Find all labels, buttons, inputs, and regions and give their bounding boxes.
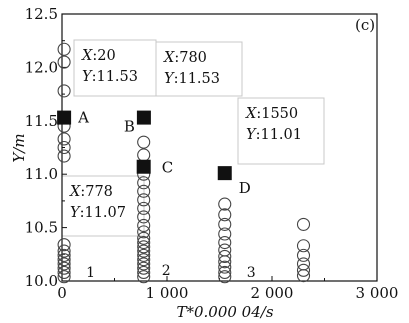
data-point-circle <box>218 208 232 222</box>
group-label: 2 <box>162 263 171 279</box>
panel-label: (c) <box>355 16 375 34</box>
annotation-box <box>237 97 325 165</box>
marked-point-square <box>57 110 72 125</box>
data-point-circle <box>296 263 311 277</box>
y-tick-label: 12.5 <box>25 5 58 23</box>
data-point-circle <box>296 269 311 283</box>
x-tick-label: 1 000 <box>146 284 189 302</box>
data-point-circle <box>137 218 151 233</box>
annotation-box <box>155 41 243 97</box>
data-point-circle <box>218 265 232 280</box>
data-point-circle <box>218 217 232 231</box>
data-point-circle <box>137 225 151 239</box>
annotation-line: X:778 <box>69 184 113 200</box>
data-point-circle <box>137 248 151 262</box>
annotation-box <box>61 175 145 237</box>
data-point-circle <box>137 261 151 275</box>
data-point-circle <box>218 197 232 211</box>
annotation-line: X:20 <box>81 48 116 64</box>
data-point-circle <box>57 257 71 271</box>
data-point-circle <box>296 217 311 231</box>
data-point-circle <box>57 149 71 163</box>
data-point-circle <box>57 244 71 258</box>
x-tick-label: 0 <box>57 284 67 302</box>
circle-series <box>57 42 311 284</box>
x-tick-label: 2 000 <box>251 284 294 302</box>
marked-point-label: C <box>162 159 173 177</box>
y-tick-label: 12.0 <box>25 58 58 76</box>
data-point-circle <box>57 253 71 267</box>
data-point-circle <box>218 270 232 284</box>
data-point-circle <box>218 227 232 241</box>
data-point-circle <box>137 148 151 162</box>
data-point-circle <box>137 135 151 149</box>
data-point-circle <box>57 55 71 69</box>
chart-text: (c) T*0.000 04/s Y/m 0 1 000 2 000 3 000 10.… <box>10 5 398 321</box>
y-tick-label: 10.0 <box>25 272 58 290</box>
data-point-circle <box>57 248 71 262</box>
data-point-circle <box>218 236 232 250</box>
annotation-line: Y:11.53 <box>82 69 138 85</box>
group-label: 1 <box>86 265 95 281</box>
data-point-circle <box>57 140 71 155</box>
data-point-circle <box>137 270 151 284</box>
data-point-circle <box>296 248 311 262</box>
data-point-circle <box>137 265 151 280</box>
data-point-circle <box>57 261 71 275</box>
data-point-circle <box>57 132 71 146</box>
annotation-line: Y:11.53 <box>164 71 220 87</box>
group-label: 3 <box>247 265 256 281</box>
data-point-circle <box>137 240 151 254</box>
data-point-circle <box>137 184 151 198</box>
y-axis-label: Y/m <box>10 133 28 162</box>
data-point-circle <box>57 238 71 252</box>
data-point-circle <box>137 231 151 245</box>
data-point-circle <box>57 265 71 280</box>
marked-point-square <box>217 166 232 181</box>
data-point-circle <box>137 210 151 224</box>
y-tick-label: 11.5 <box>25 112 58 130</box>
data-point-circle <box>296 257 311 271</box>
data-point-circle <box>218 260 232 274</box>
marked-point-label: D <box>239 179 251 197</box>
marked-point-label: B <box>124 118 135 136</box>
data-point-circle <box>57 270 71 284</box>
data-point-circle <box>218 249 232 263</box>
data-point-circle <box>296 239 311 253</box>
x-tick-label: 3 000 <box>356 284 399 302</box>
y-tick-label: 10.5 <box>25 219 58 237</box>
data-point-circle <box>137 193 151 207</box>
marked-point-label: A <box>77 109 89 127</box>
annotation-line: X:1550 <box>245 106 298 122</box>
annotation-line: X:780 <box>163 50 207 66</box>
data-point-circle <box>137 236 151 250</box>
marked-point-square <box>136 159 151 174</box>
annotation-box-layer <box>61 39 325 237</box>
data-point-circle <box>57 42 71 56</box>
annotation-line: Y:11.01 <box>246 127 302 143</box>
y-tick-label: 11.0 <box>25 165 58 183</box>
data-point-circle <box>137 253 151 267</box>
annotation-line: Y:11.07 <box>70 205 126 221</box>
marked-point-square <box>136 110 151 125</box>
data-point-circle <box>218 243 232 257</box>
annotation-box <box>73 39 157 97</box>
data-point-circle <box>57 84 71 98</box>
data-point-circle <box>137 176 151 190</box>
data-point-circle <box>137 201 151 215</box>
data-point-circle <box>137 257 151 271</box>
x-axis-label: T*0.000 04/s <box>176 303 273 321</box>
data-point-circle <box>137 244 151 258</box>
marked-points <box>57 110 232 181</box>
